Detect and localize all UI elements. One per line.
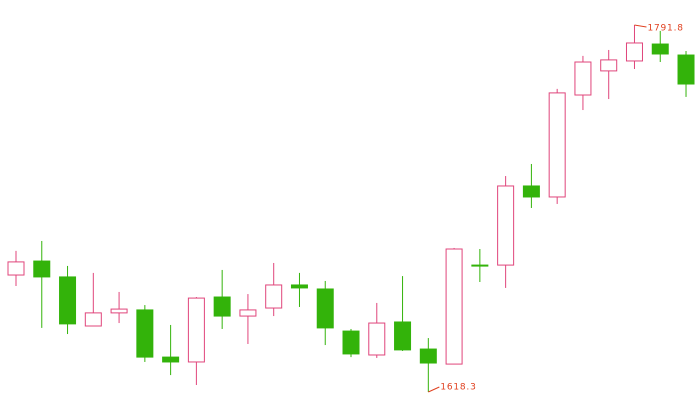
candle-body (394, 321, 412, 351)
max-label: 1791.8 (647, 24, 683, 34)
candle-body (445, 248, 463, 365)
candle-body (265, 284, 283, 309)
candle-body (548, 92, 566, 198)
candle-body (342, 330, 360, 355)
candle-body (497, 185, 515, 266)
candle-body (84, 312, 102, 327)
candle-body (677, 54, 695, 85)
candle-body (419, 348, 437, 364)
candle-body (239, 309, 257, 317)
candle-body (187, 297, 205, 363)
candle-body (316, 288, 334, 329)
candle-body (162, 356, 180, 363)
note-pointer (634, 24, 647, 28)
candle-body (136, 309, 154, 358)
candle-body (7, 261, 25, 276)
candle-body (600, 59, 618, 72)
candle-body (213, 296, 231, 317)
candle-body (651, 43, 669, 55)
candle-body (110, 308, 128, 314)
candle-body (471, 264, 489, 267)
candle-body (574, 61, 592, 96)
candle-body (368, 322, 386, 356)
candle-body (290, 284, 308, 289)
candle-body (33, 260, 51, 278)
candle-body (522, 185, 540, 198)
candle-body (625, 42, 643, 62)
candle-body (59, 276, 77, 325)
min-label: 1618.3 (440, 383, 476, 393)
note-pointer (428, 386, 440, 393)
